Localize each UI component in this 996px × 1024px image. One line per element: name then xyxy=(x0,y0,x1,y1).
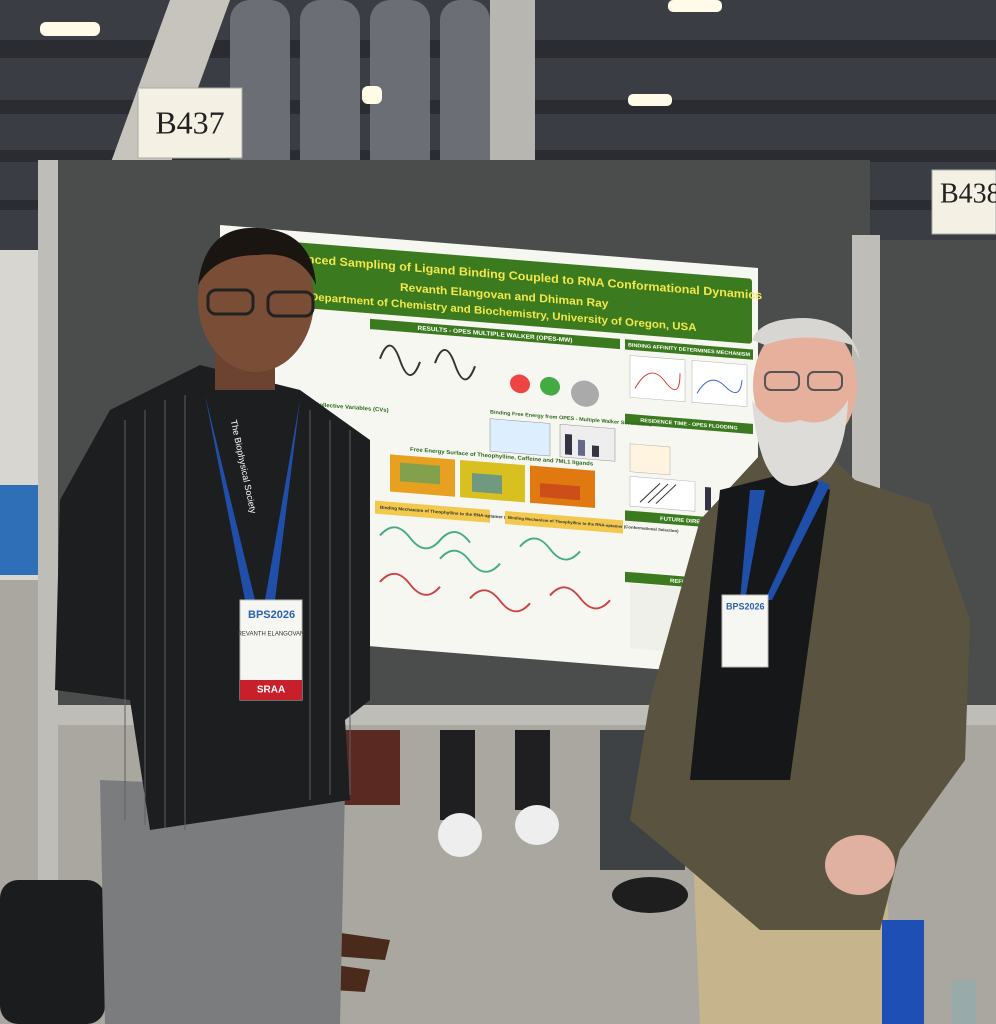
person-left: The Biophysical Society BPS2026 REVANTH … xyxy=(55,227,370,1024)
board-post xyxy=(38,160,58,1024)
booth-sign xyxy=(931,169,996,235)
ducts xyxy=(230,0,490,190)
caption-box xyxy=(375,500,490,523)
person-right: BPS2026 xyxy=(630,318,976,1024)
section-heading: FUTURE DIRECTI xyxy=(660,516,710,526)
booth-number: B438 xyxy=(940,178,996,209)
badge-event: BPS2026 xyxy=(248,609,295,621)
badge-ribbon: SRAA xyxy=(257,685,285,696)
booth-sign xyxy=(137,87,243,159)
title-banner xyxy=(290,241,752,344)
caption-box xyxy=(505,510,623,534)
section-bar xyxy=(625,413,753,435)
shirt-stripes xyxy=(124,395,351,830)
badge-name: REVANTH ELANGOVAN xyxy=(238,632,305,638)
section-bar xyxy=(625,339,753,360)
section-bar xyxy=(370,318,620,350)
poster-caption: Collective Variables (CVs) xyxy=(315,402,389,414)
booth-number: B437 xyxy=(155,104,224,140)
badge-event: BPS2026 xyxy=(726,601,765,611)
